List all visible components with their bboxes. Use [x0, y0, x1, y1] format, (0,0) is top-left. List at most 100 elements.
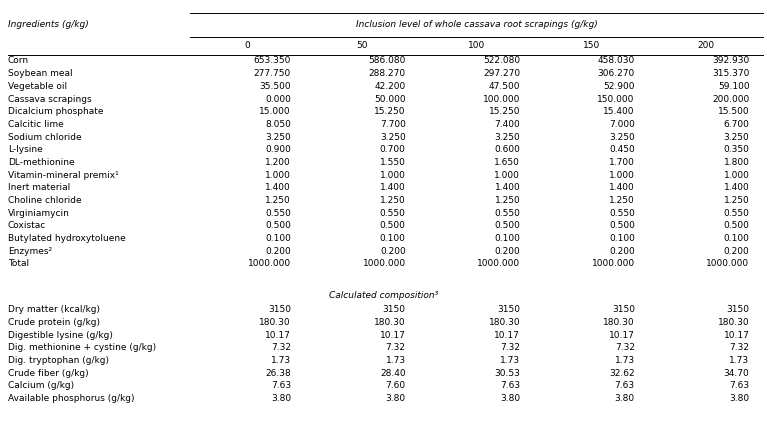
Text: 180.30: 180.30 [718, 318, 749, 327]
Text: 3.250: 3.250 [265, 132, 291, 141]
Text: 0.500: 0.500 [495, 221, 520, 230]
Text: 100.000: 100.000 [483, 95, 520, 104]
Text: 180.30: 180.30 [374, 318, 406, 327]
Text: 1.400: 1.400 [495, 183, 520, 192]
Text: 0.100: 0.100 [723, 234, 749, 243]
Text: 7.63: 7.63 [614, 381, 635, 390]
Text: Soybean meal: Soybean meal [8, 69, 72, 78]
Text: Total: Total [8, 259, 29, 268]
Text: 10.17: 10.17 [723, 331, 749, 340]
Text: 0.200: 0.200 [265, 247, 291, 256]
Text: Inclusion level of whole cassava root scrapings (g/kg): Inclusion level of whole cassava root sc… [356, 20, 597, 29]
Text: 0.500: 0.500 [609, 221, 635, 230]
Text: 200: 200 [697, 41, 714, 50]
Text: 0.700: 0.700 [380, 145, 406, 154]
Text: 3.80: 3.80 [386, 394, 406, 403]
Text: 0.500: 0.500 [380, 221, 406, 230]
Text: Dig. tryptophan (g/kg): Dig. tryptophan (g/kg) [8, 356, 109, 365]
Text: 50.000: 50.000 [374, 95, 406, 104]
Text: 277.750: 277.750 [254, 69, 291, 78]
Text: 34.70: 34.70 [723, 369, 749, 378]
Text: Available phosphorus (g/kg): Available phosphorus (g/kg) [8, 394, 134, 403]
Text: 0.550: 0.550 [380, 209, 406, 218]
Text: 50: 50 [357, 41, 368, 50]
Text: 7.700: 7.700 [380, 120, 406, 129]
Text: 3150: 3150 [726, 305, 749, 314]
Text: 288.270: 288.270 [368, 69, 406, 78]
Text: 1.700: 1.700 [609, 158, 635, 167]
Text: 522.080: 522.080 [483, 56, 520, 65]
Text: Vitamin-mineral premix¹: Vitamin-mineral premix¹ [8, 171, 118, 180]
Text: 1.400: 1.400 [380, 183, 406, 192]
Text: 1.73: 1.73 [614, 356, 635, 365]
Text: 10.17: 10.17 [265, 331, 291, 340]
Text: 200.000: 200.000 [713, 95, 749, 104]
Text: 1.400: 1.400 [723, 183, 749, 192]
Text: 7.32: 7.32 [500, 343, 520, 352]
Text: 180.30: 180.30 [489, 318, 520, 327]
Text: 15.250: 15.250 [374, 107, 406, 116]
Text: 15.000: 15.000 [259, 107, 291, 116]
Text: Dicalcium phosphate: Dicalcium phosphate [8, 107, 104, 116]
Text: 15.250: 15.250 [489, 107, 520, 116]
Text: 180.30: 180.30 [259, 318, 291, 327]
Text: Corn: Corn [8, 56, 29, 65]
Text: 0.200: 0.200 [495, 247, 520, 256]
Text: 1.550: 1.550 [380, 158, 406, 167]
Text: Cassava scrapings: Cassava scrapings [8, 95, 91, 104]
Text: 1.73: 1.73 [271, 356, 291, 365]
Text: 15.500: 15.500 [718, 107, 749, 116]
Text: 1.73: 1.73 [500, 356, 520, 365]
Text: 315.370: 315.370 [712, 69, 749, 78]
Text: Dig. methionine + cystine (g/kg): Dig. methionine + cystine (g/kg) [8, 343, 156, 352]
Text: 150.000: 150.000 [597, 95, 635, 104]
Text: 32.62: 32.62 [609, 369, 635, 378]
Text: 0.100: 0.100 [609, 234, 635, 243]
Text: DL-methionine: DL-methionine [8, 158, 74, 167]
Text: 1.650: 1.650 [495, 158, 520, 167]
Text: 1.800: 1.800 [723, 158, 749, 167]
Text: 0.600: 0.600 [495, 145, 520, 154]
Text: 3.250: 3.250 [495, 132, 520, 141]
Text: Digestible lysine (g/kg): Digestible lysine (g/kg) [8, 331, 113, 340]
Text: 0.550: 0.550 [723, 209, 749, 218]
Text: Virginiamycin: Virginiamycin [8, 209, 70, 218]
Text: 1.250: 1.250 [723, 196, 749, 205]
Text: Enzymes²: Enzymes² [8, 247, 52, 256]
Text: 0.200: 0.200 [609, 247, 635, 256]
Text: 15.400: 15.400 [604, 107, 635, 116]
Text: 1.400: 1.400 [609, 183, 635, 192]
Text: 1.000: 1.000 [380, 171, 406, 180]
Text: 180.30: 180.30 [603, 318, 635, 327]
Text: 7.400: 7.400 [495, 120, 520, 129]
Text: 1.200: 1.200 [265, 158, 291, 167]
Text: 30.53: 30.53 [495, 369, 520, 378]
Text: 0.100: 0.100 [265, 234, 291, 243]
Text: 3.80: 3.80 [729, 394, 749, 403]
Text: Vegetable oil: Vegetable oil [8, 82, 67, 91]
Text: 7.32: 7.32 [271, 343, 291, 352]
Text: 0.550: 0.550 [609, 209, 635, 218]
Text: 8.050: 8.050 [265, 120, 291, 129]
Text: 7.63: 7.63 [729, 381, 749, 390]
Text: 1.400: 1.400 [265, 183, 291, 192]
Text: 0.500: 0.500 [723, 221, 749, 230]
Text: 1.000: 1.000 [609, 171, 635, 180]
Text: 0.550: 0.550 [265, 209, 291, 218]
Text: Choline chloride: Choline chloride [8, 196, 81, 205]
Text: 7.63: 7.63 [500, 381, 520, 390]
Text: 392.930: 392.930 [713, 56, 749, 65]
Text: 0.200: 0.200 [723, 247, 749, 256]
Text: 7.32: 7.32 [729, 343, 749, 352]
Text: 3.250: 3.250 [609, 132, 635, 141]
Text: 0.450: 0.450 [609, 145, 635, 154]
Text: 42.200: 42.200 [374, 82, 406, 91]
Text: 0.350: 0.350 [723, 145, 749, 154]
Text: 3150: 3150 [612, 305, 635, 314]
Text: Calcium (g/kg): Calcium (g/kg) [8, 381, 74, 390]
Text: 3150: 3150 [268, 305, 291, 314]
Text: 59.100: 59.100 [718, 82, 749, 91]
Text: 1.000: 1.000 [265, 171, 291, 180]
Text: 1000.000: 1000.000 [591, 259, 635, 268]
Text: 28.40: 28.40 [380, 369, 406, 378]
